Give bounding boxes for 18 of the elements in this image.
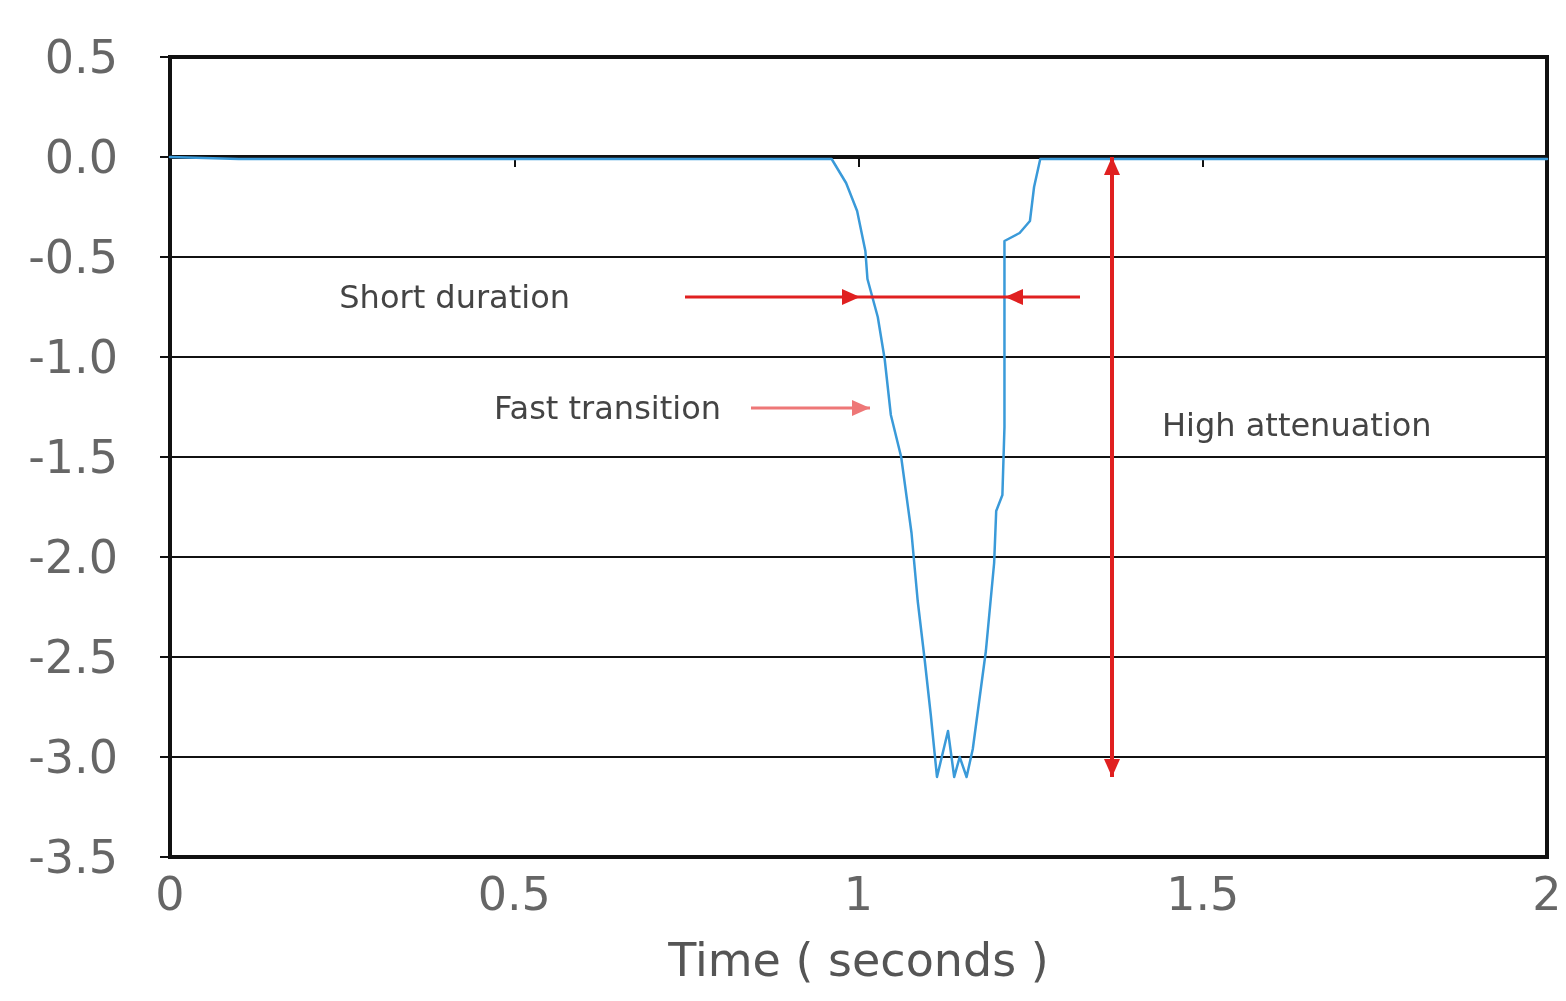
y-tick-label: -3.5 — [28, 830, 118, 884]
y-tick-label: -1.5 — [28, 430, 118, 484]
y-tick-label: -2.0 — [28, 530, 118, 584]
x-tick-label: 1.5 — [1166, 867, 1240, 921]
x-axis-title: Time ( seconds ) — [667, 933, 1049, 987]
annotation: Fast transition — [494, 389, 721, 427]
x-tick-label: 1 — [843, 867, 874, 921]
y-tick-label: -0.5 — [28, 230, 118, 284]
annotation: High attenuation — [1162, 406, 1432, 444]
y-tick-label: -2.5 — [28, 630, 118, 684]
y-tick-label: 0.5 — [44, 30, 118, 84]
x-tick-label: 0 — [155, 867, 185, 921]
annotation: Short duration — [339, 278, 570, 316]
x-tick-label: 2 — [1532, 867, 1562, 921]
x-tick-label: 0.5 — [477, 867, 551, 921]
y-tick-label: 0.0 — [44, 130, 118, 184]
y-tick-label: -3.0 — [28, 730, 118, 784]
y-tick-label: -1.0 — [28, 330, 118, 384]
